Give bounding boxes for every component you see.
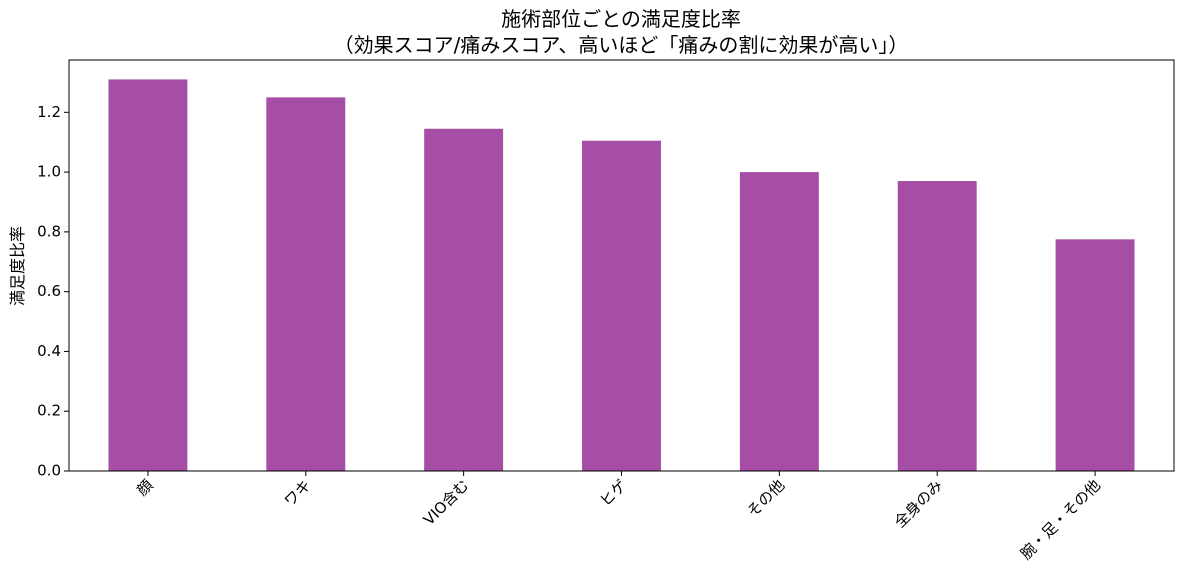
y-tick-label-1: 0.2 xyxy=(37,402,61,420)
bars-group xyxy=(108,79,1135,472)
x-tick-label-6: 腕・足・その他 xyxy=(1017,476,1104,563)
y-tick-label-4: 0.8 xyxy=(37,222,61,240)
bar-5 xyxy=(897,181,977,472)
plot-frame xyxy=(68,59,1175,472)
y-tick-label-3: 0.6 xyxy=(37,282,61,300)
bar-1 xyxy=(266,97,346,471)
x-ticks-group: 顔 ワキ VIO含む ヒゲ その他 全身のみ 腕・足・その他 xyxy=(133,471,1104,563)
y-ticks-group: 0.0 0.2 0.4 0.6 0.8 1.0 1.2 xyxy=(37,103,69,480)
x-tick-label-3: ヒゲ xyxy=(596,476,630,510)
y-tick-label-6: 1.2 xyxy=(37,103,61,121)
bar-4 xyxy=(739,172,819,471)
chart-title-line2: （効果スコア/痛みスコア、高いほど「痛みの割に効果が高い」） xyxy=(334,33,909,57)
x-tick-label-0: 顔 xyxy=(133,476,156,499)
bar-0 xyxy=(108,79,188,472)
x-tick-label-2: VIO含む xyxy=(420,476,473,529)
bar-2 xyxy=(424,128,504,471)
y-tick-label-0: 0.0 xyxy=(37,462,61,480)
y-tick-label-2: 0.4 xyxy=(37,342,61,360)
bar-3 xyxy=(582,140,661,472)
x-tick-label-1: ワキ xyxy=(281,476,315,510)
x-tick-label-5: 全身のみ xyxy=(891,476,946,531)
y-tick-label-5: 1.0 xyxy=(37,163,61,181)
chart-title-line1: 施術部位ごとの満足度比率 xyxy=(501,7,741,31)
x-tick-label-4: その他 xyxy=(744,476,789,521)
y-axis-label: 満足度比率 xyxy=(8,226,27,306)
bar-6 xyxy=(1055,239,1135,471)
